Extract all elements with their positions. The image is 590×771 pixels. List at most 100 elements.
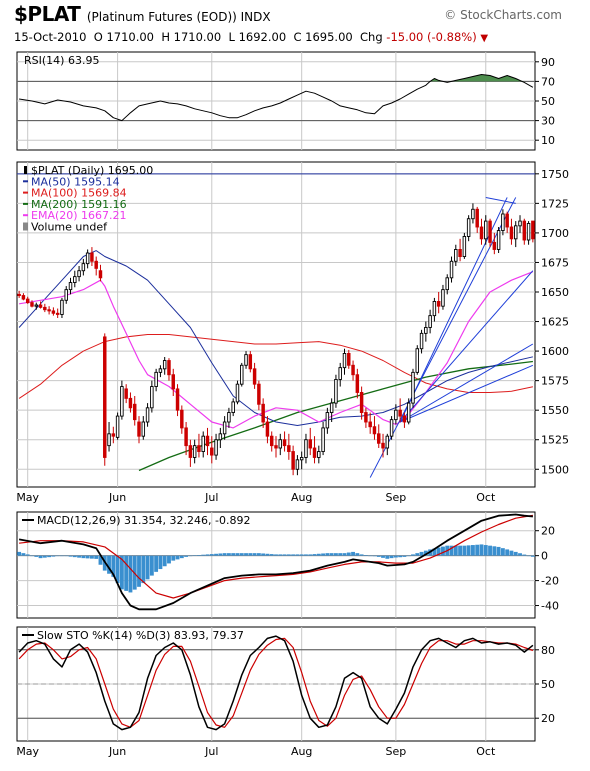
instrument-name: (Platinum Futures (EOD)) INDX bbox=[86, 10, 271, 24]
macd-histogram-bar bbox=[154, 555, 159, 572]
month-label-bottom: May bbox=[16, 745, 39, 758]
candle-up bbox=[411, 371, 415, 404]
candle-up bbox=[192, 445, 197, 458]
rsi-y-tick-label: 50 bbox=[541, 95, 555, 108]
candle-down bbox=[488, 220, 492, 243]
macd-histogram-bar bbox=[389, 555, 394, 559]
price-y-tick-label: 1600 bbox=[541, 345, 569, 358]
macd-histogram-bar bbox=[338, 553, 343, 556]
low-label: L bbox=[228, 30, 235, 44]
macd-histogram-bar bbox=[111, 555, 116, 577]
rsi-y-tick-label: 70 bbox=[541, 75, 555, 88]
candle-down bbox=[167, 360, 171, 376]
macd-histogram-bar bbox=[17, 551, 22, 556]
macd-histogram-bar bbox=[119, 555, 124, 590]
month-label-bottom: Aug bbox=[291, 745, 312, 758]
candle-up bbox=[107, 433, 111, 447]
macd-histogram-bar bbox=[124, 555, 129, 591]
month-label-top: Sep bbox=[386, 491, 407, 504]
macd-histogram-bar bbox=[179, 555, 184, 559]
macd-histogram-bar bbox=[235, 553, 240, 556]
macd-histogram-bar bbox=[77, 555, 82, 558]
macd-histogram-bar bbox=[145, 555, 150, 580]
macd-y-tick-label: 20 bbox=[541, 525, 555, 538]
triangle-down-icon: ▼ bbox=[480, 33, 489, 44]
stockcharts-logo[interactable]: © StockCharts.com bbox=[444, 8, 562, 22]
macd-histogram-bar bbox=[316, 553, 321, 556]
candle-up bbox=[466, 218, 471, 237]
macd-histogram-bar bbox=[312, 554, 317, 556]
macd-histogram-bar bbox=[419, 551, 424, 556]
macd-histogram-bar bbox=[522, 554, 527, 556]
month-label-top: Oct bbox=[476, 491, 496, 504]
candle-down bbox=[312, 447, 317, 458]
candle-down bbox=[55, 312, 60, 315]
candle-down bbox=[111, 433, 116, 437]
macd-histogram-bar bbox=[351, 551, 355, 556]
macd-histogram-bar bbox=[98, 555, 103, 565]
candle-up bbox=[501, 213, 505, 231]
candle-down bbox=[492, 241, 497, 250]
macd-histogram-bar bbox=[530, 555, 535, 557]
candle-up bbox=[441, 289, 445, 307]
candle-down bbox=[398, 409, 402, 417]
candle-down bbox=[94, 260, 98, 269]
macd-histogram-bar bbox=[81, 555, 86, 559]
candle-up bbox=[120, 386, 124, 417]
macd-histogram-bar bbox=[222, 553, 227, 556]
macd-histogram-bar bbox=[60, 555, 64, 557]
month-label-bottom: Jun bbox=[108, 745, 126, 758]
macd-histogram-bar bbox=[363, 555, 368, 556]
macd-legend: MACD(12,26,9) 31.354, 32.246, -0.892 bbox=[37, 514, 250, 527]
candle-down bbox=[98, 270, 103, 279]
ma50-line bbox=[18, 250, 534, 426]
candle-up bbox=[304, 439, 308, 458]
candle-down bbox=[381, 442, 385, 449]
candle-down bbox=[509, 226, 514, 240]
chart-header: $PLAT (Platinum Futures (EOD)) INDX © St… bbox=[0, 0, 590, 48]
macd-histogram-bar bbox=[304, 554, 308, 556]
candle-up bbox=[394, 409, 398, 421]
price-y-tick-label: 1650 bbox=[541, 286, 569, 299]
macd-histogram-bar bbox=[85, 555, 90, 559]
legend-ema20: EMA(20) 1667.21 bbox=[31, 209, 127, 222]
macd-histogram-bar bbox=[72, 555, 77, 558]
macd-histogram-bar bbox=[89, 555, 94, 559]
macd-histogram-bar bbox=[51, 555, 56, 557]
macd-histogram-bar bbox=[269, 554, 274, 556]
candle-up bbox=[222, 421, 227, 435]
candle-up bbox=[73, 276, 77, 283]
candle-up bbox=[419, 332, 424, 350]
macd-histogram-bar bbox=[192, 555, 197, 556]
candle-down bbox=[436, 301, 441, 307]
open-label: O bbox=[93, 30, 103, 44]
candle-down bbox=[132, 403, 137, 421]
macd-histogram-bar bbox=[128, 555, 133, 593]
macd-histogram-bar bbox=[449, 545, 454, 556]
macd-histogram-bar bbox=[261, 553, 266, 556]
macd-histogram-bar bbox=[167, 555, 171, 564]
rsi-line bbox=[19, 74, 534, 122]
macd-histogram-bar bbox=[470, 545, 475, 556]
macd-histogram-bar bbox=[295, 554, 300, 556]
macd-histogram-bar bbox=[334, 553, 338, 556]
macd-histogram-bar bbox=[209, 554, 214, 556]
close-value: 1695.00 bbox=[305, 30, 353, 44]
macd-histogram-bar bbox=[342, 553, 347, 556]
rsi-y-tick-label: 90 bbox=[541, 56, 555, 69]
month-label-top: Jul bbox=[204, 491, 218, 504]
candle-up bbox=[235, 383, 240, 403]
candle-up bbox=[424, 327, 428, 334]
candle-up bbox=[317, 451, 321, 458]
candle-down bbox=[531, 220, 535, 240]
macd-histogram-bar bbox=[248, 553, 253, 556]
macd-histogram-bar bbox=[184, 555, 189, 557]
candle-down bbox=[364, 412, 368, 423]
ema20-line bbox=[19, 271, 534, 429]
candle-down bbox=[184, 427, 188, 447]
price-y-tick-label: 1500 bbox=[541, 463, 569, 476]
candle-down bbox=[51, 310, 56, 314]
candle-up bbox=[329, 402, 334, 413]
macd-histogram-bar bbox=[368, 555, 373, 557]
legend-ma50: MA(50) 1595.14 bbox=[31, 175, 120, 188]
